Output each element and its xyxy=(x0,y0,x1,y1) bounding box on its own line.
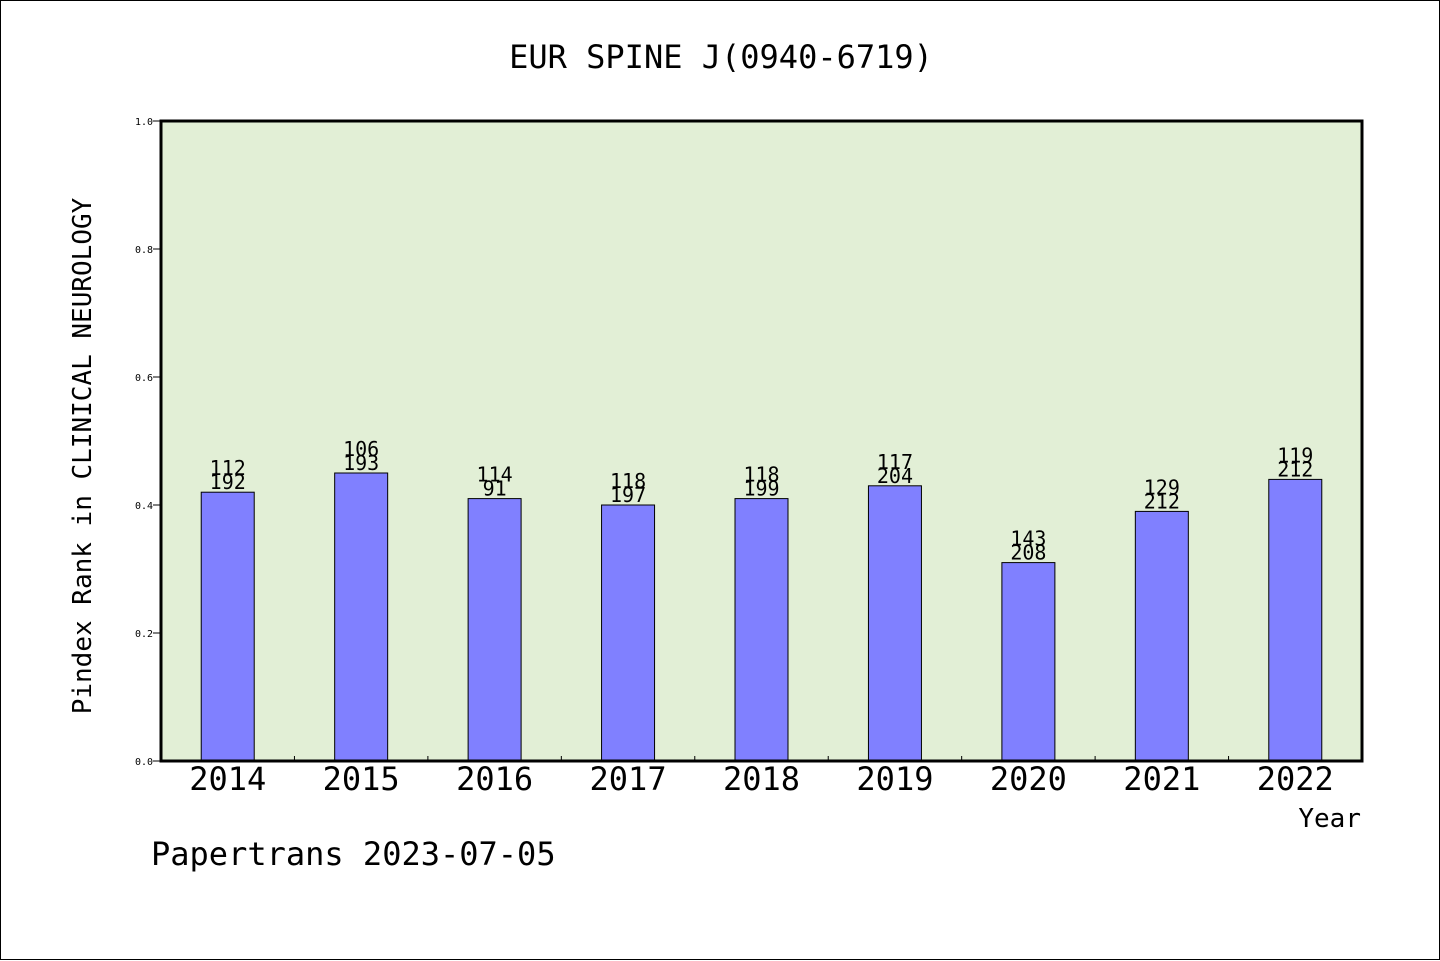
y-tick-label: 1.0 xyxy=(135,117,153,128)
bar-2021 xyxy=(1134,510,1189,762)
bar-label-top: 106 xyxy=(343,437,379,461)
bar-label-bottom: 91 xyxy=(483,477,507,501)
bar-2022 xyxy=(1268,478,1323,762)
bar-label-bottom: 212 xyxy=(1277,457,1313,481)
bar-label-top: 143 xyxy=(1010,527,1046,551)
y-tick-label: 0.6 xyxy=(135,373,153,384)
bar-label-top: 118 xyxy=(610,469,646,493)
bars xyxy=(200,472,1323,762)
bar-2016 xyxy=(467,498,522,762)
y-tick-label: 0.2 xyxy=(135,629,153,640)
y-axis-label: Pindex Rank in CLINICAL NEUROLOGY xyxy=(68,197,98,714)
bar-2018 xyxy=(734,498,789,762)
bar-label-bottom: 208 xyxy=(1010,541,1046,565)
x-tick-label: 2014 xyxy=(189,760,266,798)
bar-label-top: 114 xyxy=(477,463,513,487)
x-tick-labels: 2014 2015 2016 2017 2018 2019 2020 2021 2022 xyxy=(189,760,1334,798)
bar-2015 xyxy=(334,472,389,762)
plot-border xyxy=(159,119,1364,763)
x-tick-label: 2019 xyxy=(856,760,933,798)
x-tick-label: 2017 xyxy=(590,760,667,798)
bar-label-bottom: 204 xyxy=(877,464,913,488)
x-tick-label: 2022 xyxy=(1257,760,1334,798)
x-tick-label: 2015 xyxy=(323,760,400,798)
bar-2020 xyxy=(1001,562,1056,762)
bar-label-bottom: 193 xyxy=(343,451,379,475)
bar-label-top: 118 xyxy=(743,463,779,487)
bar-2014 xyxy=(200,491,255,762)
bar-label-top: 119 xyxy=(1277,443,1313,467)
y-tick-label: 0.0 xyxy=(135,757,153,768)
chart-title: EUR SPINE J(0940-6719) xyxy=(509,38,933,76)
x-tick-label: 2018 xyxy=(723,760,800,798)
bar-label-bottom: 197 xyxy=(610,483,646,507)
y-axis-ticks: 0.0 0.2 0.4 0.6 0.8 1.0 xyxy=(135,117,161,768)
x-axis-label: Year xyxy=(1298,804,1361,834)
bar-label-top: 112 xyxy=(210,456,246,480)
bar-label-bottom: 192 xyxy=(210,470,246,494)
footer-text: Papertrans 2023-07-05 xyxy=(151,835,556,873)
bar-2017 xyxy=(601,504,656,762)
bar-label-top: 117 xyxy=(877,450,913,474)
bar-label-bottom: 212 xyxy=(1144,489,1180,513)
x-tick-label: 2016 xyxy=(456,760,533,798)
bar-label-bottom: 199 xyxy=(743,477,779,501)
x-tick-label: 2020 xyxy=(990,760,1067,798)
y-tick-label: 0.4 xyxy=(135,501,153,512)
y-tick-label: 0.8 xyxy=(135,245,153,256)
bar-label-top: 129 xyxy=(1144,475,1180,499)
x-tick-label: 2021 xyxy=(1123,760,1200,798)
bar-2019 xyxy=(867,485,922,762)
